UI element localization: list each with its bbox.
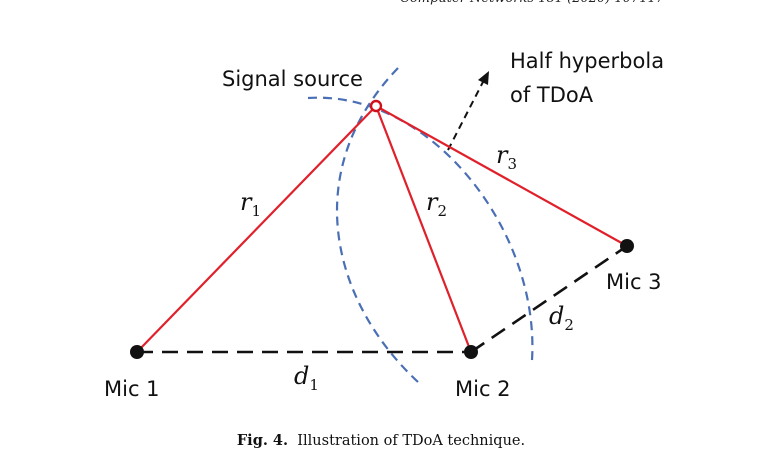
signal-source-label: Signal source [222,67,363,91]
range-line-r1 [136,105,377,353]
hyperbola-arc-right [307,96,534,361]
r3-label: r3 [496,141,517,173]
d1-label: d1 [294,362,319,394]
mic1-dot [130,345,144,359]
hyperbola-label-line1: Half hyperbola [510,49,664,73]
hyperbola-arc-left [335,67,419,383]
signal-source-marker [369,99,383,113]
caption-text: Illustration of TDoA technique. [297,433,526,449]
range-line-r3 [375,105,628,247]
mic3-dot [620,239,634,253]
hyperbola-label-line2: of TDoA [510,83,594,107]
d2-label: d2 [549,302,574,334]
range-line-r2 [374,105,473,353]
hyperbola-pointer-line [447,79,485,151]
mic1-label: Mic 1 [104,377,160,401]
mic3-label: Mic 3 [606,270,662,294]
figure-number: Fig. 4. [236,432,289,449]
figure-caption: Fig. 4. Illustration of TDoA technique. [0,432,762,449]
mic2-label: Mic 2 [455,377,511,401]
r2-label: r2 [426,188,447,220]
r1-label: r1 [240,188,261,220]
mic2-dot [464,345,478,359]
arrow-head-icon [478,71,489,85]
tdoa-diagram: Signal source Half hyperbola of TDoA Mic… [104,49,664,401]
journal-header: Computer Networks 181 (2020) 107117 [400,0,762,13]
baseline-d2 [470,244,628,354]
